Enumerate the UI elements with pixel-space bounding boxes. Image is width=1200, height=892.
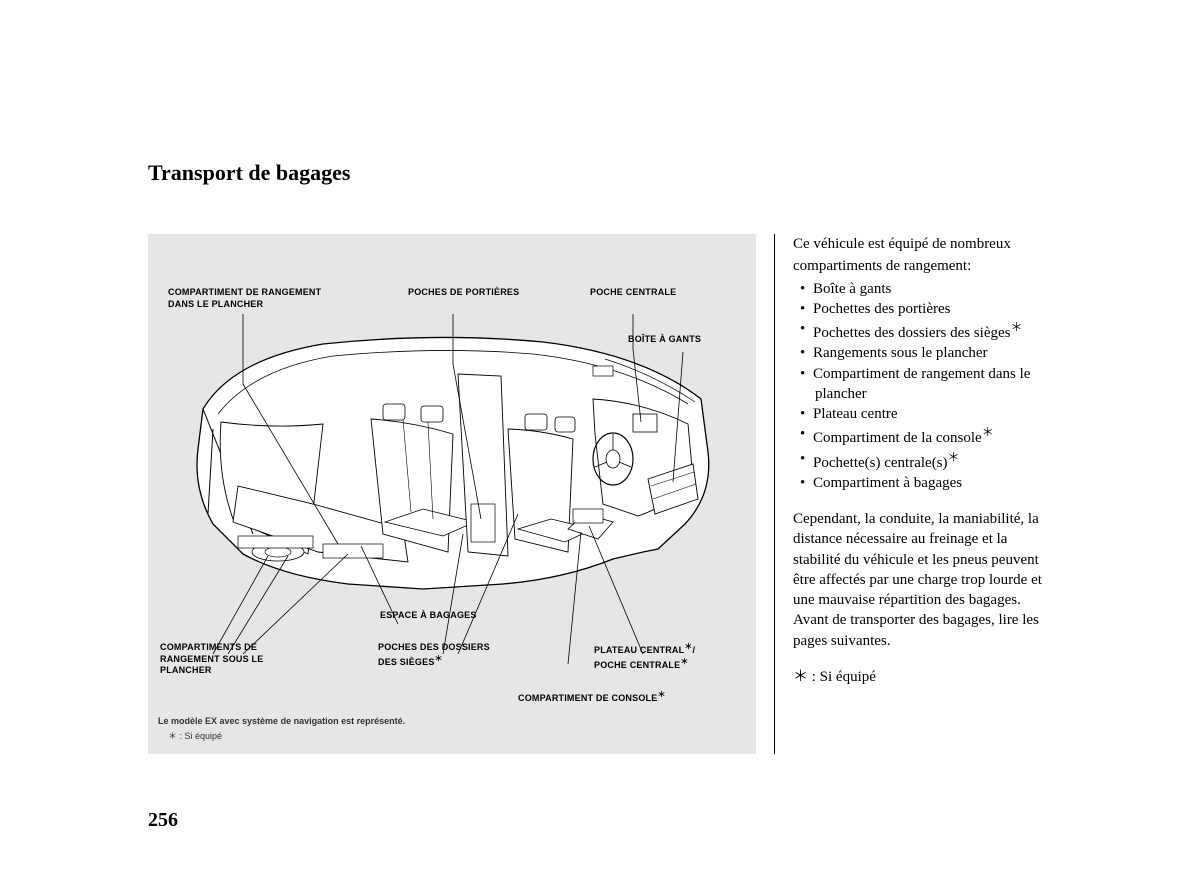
- label-console: COMPARTIMENT DE CONSOLE＊: [518, 690, 666, 705]
- list-item-continuation: plancher: [793, 384, 1055, 404]
- list-item: Compartiment à bagages: [803, 473, 1055, 493]
- storage-list-2: Plateau centre Compartiment de la consol…: [793, 404, 1055, 493]
- page-title: Transport de bagages: [148, 160, 1055, 186]
- list-item: Compartiment de la console＊: [803, 424, 1055, 448]
- list-item: Pochettes des dossiers des sièges＊: [803, 319, 1055, 343]
- footnote: ＊ : Si équipé: [793, 667, 1055, 687]
- diagram-caption-note: ＊ : Si équipé: [168, 729, 222, 742]
- text-column: Ce véhicule est équipé de nombreux compa…: [774, 234, 1055, 754]
- list-item: Pochette(s) centrale(s)＊: [803, 449, 1055, 473]
- page-number: 256: [148, 809, 178, 832]
- content-row: COMPARTIMENT DE RANGEMENTDANS LE PLANCHE…: [148, 234, 1055, 754]
- intro-line-1: Ce véhicule est équipé de nombreux: [793, 234, 1055, 254]
- list-item: Rangements sous le plancher: [803, 343, 1055, 363]
- list-item: Plateau centre: [803, 404, 1055, 424]
- diagram-section: COMPARTIMENT DE RANGEMENTDANS LE PLANCHE…: [148, 234, 756, 754]
- label-center-pocket: POCHE CENTRALE: [590, 287, 676, 299]
- list-item: Compartiment de rangement dans le: [803, 364, 1055, 384]
- warning-paragraph: Cependant, la conduite, la maniabilité, …: [793, 509, 1055, 651]
- diagram-background: COMPARTIMENT DE RANGEMENTDANS LE PLANCHE…: [148, 234, 756, 754]
- diagram-caption: Le modèle EX avec système de navigation …: [158, 716, 405, 726]
- car-cutaway-diagram: [173, 304, 733, 664]
- list-item: Boîte à gants: [803, 279, 1055, 299]
- storage-list: Boîte à gants Pochettes des portières Po…: [793, 279, 1055, 384]
- label-door-pockets: POCHES DE PORTIÈRES: [408, 287, 519, 299]
- list-item: Pochettes des portières: [803, 299, 1055, 319]
- intro-line-2: compartiments de rangement:: [793, 256, 1055, 276]
